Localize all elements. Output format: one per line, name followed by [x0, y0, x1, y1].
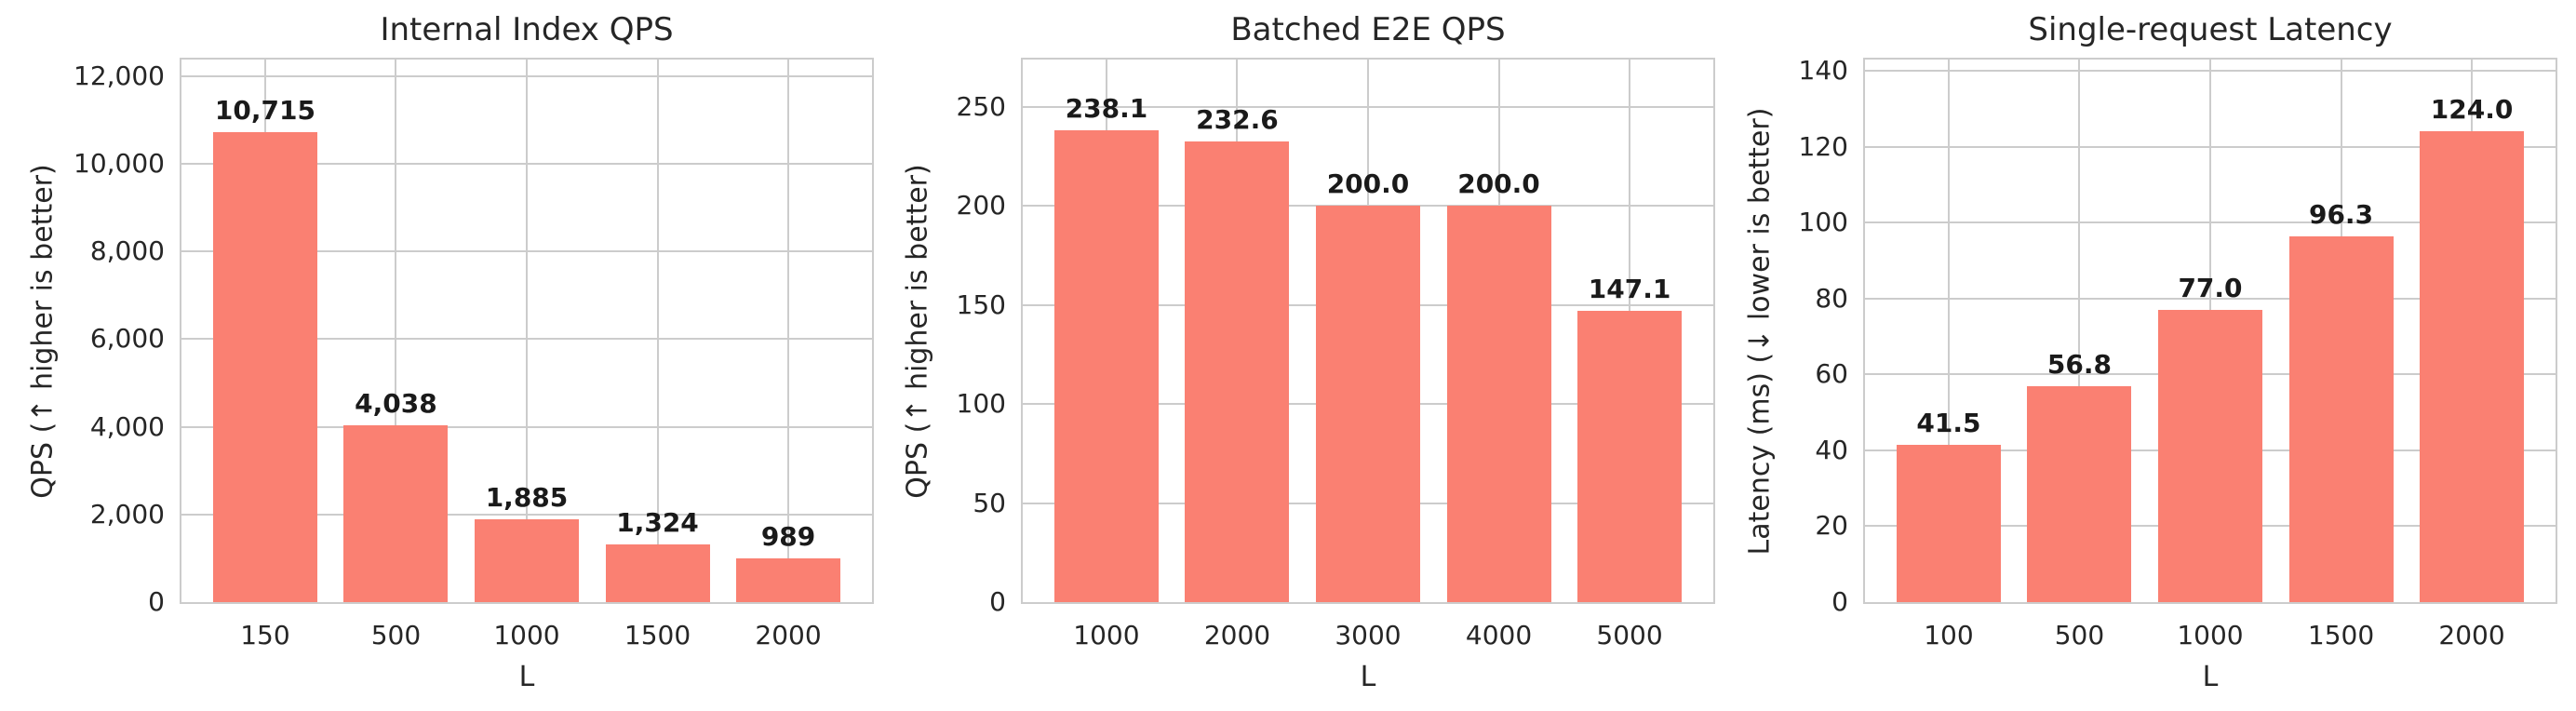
gridline-vertical — [2078, 60, 2081, 602]
y-tick-label: 0 — [989, 586, 1006, 617]
bar — [2420, 131, 2525, 602]
y-tick-label: 8,000 — [89, 235, 165, 267]
bar — [212, 132, 317, 602]
gridline-vertical — [1947, 60, 1950, 602]
bar — [475, 519, 579, 602]
x-tick-label: 150 — [240, 620, 290, 651]
y-tick-label: 10,000 — [74, 148, 165, 180]
bar-value-label: 96.3 — [2308, 199, 2374, 231]
y-tick-label: 2,000 — [89, 498, 165, 530]
bar-value-label: 1,885 — [485, 482, 569, 514]
x-tick-label: 500 — [2054, 620, 2105, 651]
bar-value-label: 56.8 — [2046, 349, 2113, 381]
bar-value-label: 124.0 — [2430, 94, 2514, 126]
x-axis-label: L — [1360, 661, 1376, 693]
bar — [1053, 130, 1159, 602]
x-tick-label: 2000 — [755, 620, 822, 651]
x-axis-label: L — [518, 661, 535, 693]
bar — [1446, 206, 1551, 602]
bar — [2288, 236, 2394, 602]
y-tick-label: 120 — [1798, 130, 1848, 162]
x-tick-label: 4000 — [1465, 620, 1533, 651]
y-tick-label: 0 — [148, 586, 165, 617]
y-tick-label: 50 — [973, 487, 1006, 518]
bar — [2027, 386, 2132, 602]
bar-value-label: 200.0 — [1326, 168, 1410, 200]
x-tick-label: 1500 — [2307, 620, 2375, 651]
gridline-vertical — [526, 60, 528, 602]
y-tick-label: 250 — [956, 91, 1006, 123]
chart-batched-e2e-qps: Batched E2E QPS QPS (↑ higher is better)… — [858, 0, 1717, 711]
bar-value-label: 10,715 — [214, 95, 315, 127]
bar-value-label: 41.5 — [1916, 407, 1981, 438]
x-tick-label: 1500 — [624, 620, 691, 651]
x-tick-label: 1000 — [1073, 620, 1140, 651]
x-tick-label: 500 — [370, 620, 422, 651]
plot-area: 10,715 4,038 1,885 1,324 989 — [180, 58, 874, 604]
x-tick-label: 100 — [1924, 620, 1974, 651]
x-tick-label: 1000 — [2177, 620, 2244, 651]
bar-value-label: 147.1 — [1588, 274, 1671, 304]
bar-value-label: 4,038 — [355, 387, 437, 419]
bar-value-label: 989 — [760, 521, 816, 553]
bar-value-label: 1,324 — [616, 506, 699, 538]
x-tick-label: 2000 — [1203, 620, 1271, 651]
x-tick-label: 2000 — [2438, 620, 2505, 651]
y-tick-label: 4,000 — [89, 410, 165, 442]
chart-title: Batched E2E QPS — [1230, 11, 1506, 48]
bar-value-label: 238.1 — [1065, 93, 1148, 125]
bar — [2158, 310, 2262, 602]
x-tick-label: 5000 — [1596, 620, 1663, 651]
y-tick-label: 100 — [956, 388, 1006, 420]
y-tick-label: 40 — [1815, 434, 1848, 465]
chart-title: Internal Index QPS — [380, 11, 674, 48]
gridline-vertical — [656, 60, 659, 602]
chart-title: Single-request Latency — [2028, 11, 2393, 48]
x-tick-label: 3000 — [1335, 620, 1402, 651]
x-tick-label: 1000 — [493, 620, 560, 651]
bar — [736, 558, 841, 602]
y-tick-label: 6,000 — [89, 323, 165, 355]
bar — [1316, 206, 1420, 602]
y-tick-label: 20 — [1815, 510, 1848, 542]
bar — [605, 543, 710, 602]
y-tick-label: 60 — [1815, 358, 1848, 390]
y-tick-label: 150 — [956, 288, 1006, 320]
bar-value-label: 200.0 — [1457, 168, 1540, 200]
plot-area: 41.5 56.8 77.0 96.3 124.0 — [1863, 58, 2557, 604]
gridline-vertical — [395, 60, 397, 602]
x-axis-label: L — [2202, 661, 2219, 693]
y-tick-label: 140 — [1798, 55, 1848, 87]
plot-area: 238.1 232.6 200.0 200.0 147.1 — [1021, 58, 1715, 604]
bar — [343, 424, 449, 602]
y-tick-label: 200 — [956, 190, 1006, 221]
chart-internal-index-qps: Internal Index QPS QPS (↑ higher is bett… — [0, 0, 874, 711]
gridline-vertical — [787, 60, 790, 602]
bar — [1896, 444, 2001, 602]
bar-value-label: 77.0 — [2178, 273, 2243, 304]
y-tick-label: 80 — [1815, 282, 1848, 314]
bar — [1577, 311, 1683, 602]
y-tick-label: 12,000 — [74, 60, 165, 91]
y-axis-label: Latency (ms) (↓ lower is better) — [1743, 107, 1777, 556]
y-tick-label: 100 — [1798, 207, 1848, 238]
chart-single-request-latency: Single-request Latency Latency (ms) (↓ l… — [1717, 0, 2576, 711]
y-tick-label: 0 — [1831, 586, 1848, 617]
bar — [1185, 141, 1290, 602]
bar-value-label: 232.6 — [1196, 104, 1279, 136]
